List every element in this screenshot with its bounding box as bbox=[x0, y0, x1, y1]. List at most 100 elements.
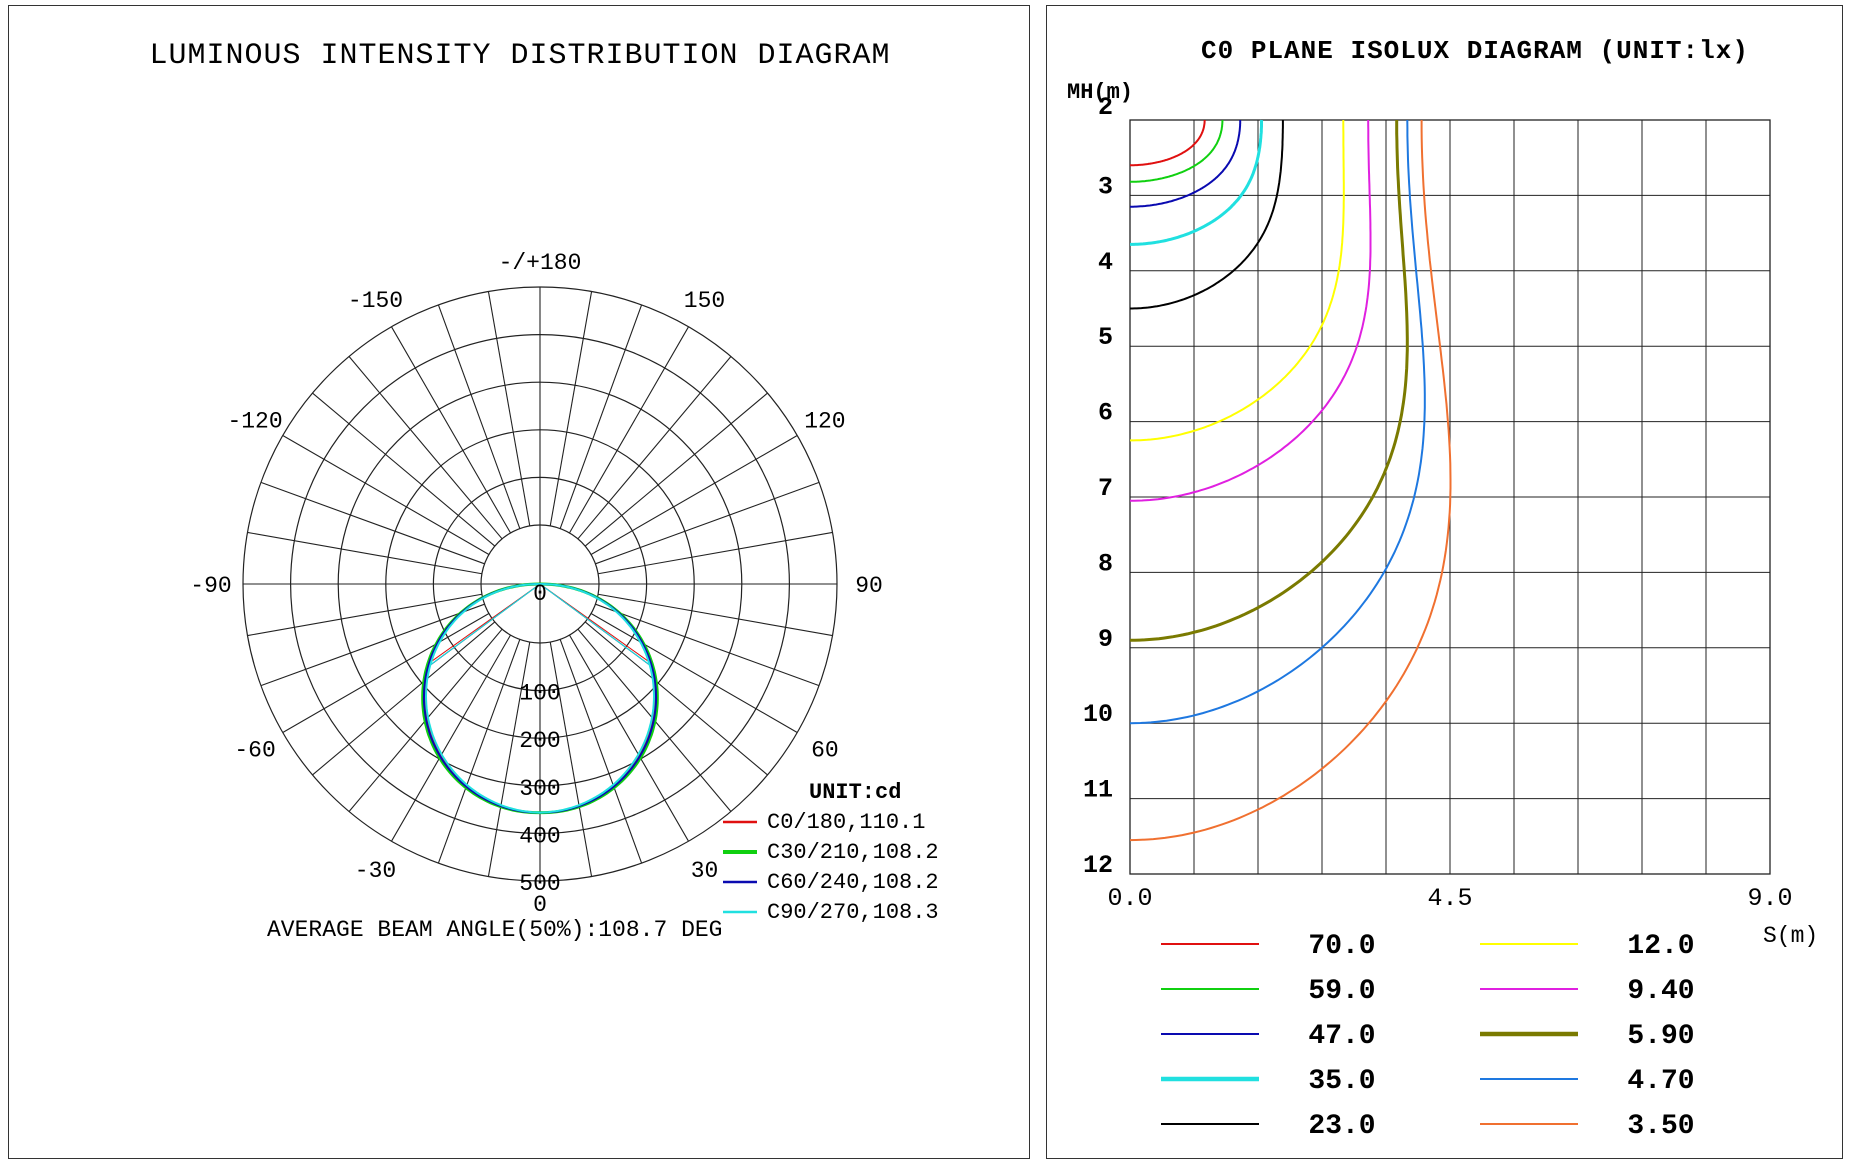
polar-spoke bbox=[577, 356, 732, 540]
polar-chart-panel: LUMINOUS INTENSITY DISTRIBUTION DIAGRAM … bbox=[8, 5, 1030, 1159]
polar-angle-label: -60 bbox=[234, 738, 275, 764]
isolux-legend-label: 12.0 bbox=[1627, 931, 1694, 962]
polar-radial-label: 400 bbox=[519, 823, 560, 849]
polar-angle-label: 30 bbox=[691, 858, 719, 884]
polar-angle-label: 120 bbox=[804, 409, 845, 435]
isolux-x-tick: 9.0 bbox=[1747, 884, 1792, 913]
isolux-curve bbox=[1130, 120, 1242, 208]
polar-spoke bbox=[312, 392, 496, 547]
polar-curves bbox=[421, 582, 659, 815]
isolux-curve bbox=[1130, 119, 1264, 246]
isolux-legend: 70.0 59.0 47.0 35.0 23.0 12.0 9.40 5.90 4.70 3.50 bbox=[1161, 931, 1695, 1142]
isolux-legend-label: 3.50 bbox=[1627, 1111, 1694, 1142]
polar-radial-label: 200 bbox=[519, 728, 560, 754]
isolux-chart: C0 PLANE ISOLUX DIAGRAM (UNIT:lx) MH(m) … bbox=[1067, 36, 1818, 1142]
isolux-curve bbox=[1129, 119, 1426, 725]
isolux-curve bbox=[1130, 120, 1284, 310]
isolux-legend-label: 47.0 bbox=[1308, 1021, 1375, 1052]
isolux-legend-label: 70.0 bbox=[1308, 931, 1375, 962]
polar-spoke bbox=[391, 326, 511, 534]
polar-angle-label: 90 bbox=[855, 573, 883, 599]
polar-spoke bbox=[569, 326, 689, 534]
polar-spoke bbox=[590, 435, 798, 555]
isolux-y-tick: 7 bbox=[1098, 474, 1113, 503]
polar-spoke bbox=[590, 613, 798, 733]
polar-angle-label: -90 bbox=[190, 573, 231, 599]
isolux-y-ticks: 2 3 4 5 6 7 8 9 10 11 12 bbox=[1083, 93, 1113, 880]
isolux-y-tick: 3 bbox=[1098, 172, 1113, 201]
isolux-legend-label: 59.0 bbox=[1308, 976, 1375, 1007]
isolux-y-tick: 5 bbox=[1098, 323, 1113, 352]
isolux-y-tick: 9 bbox=[1098, 625, 1113, 654]
isolux-curve bbox=[1130, 120, 1206, 167]
polar-radial-label: 100 bbox=[519, 681, 560, 707]
polar-spoke bbox=[391, 634, 511, 842]
polar-spoke bbox=[260, 481, 485, 565]
isolux-curve bbox=[1129, 120, 1372, 502]
polar-spoke bbox=[312, 621, 496, 776]
polar-spoke bbox=[598, 593, 833, 637]
polar-spoke bbox=[559, 304, 643, 529]
polar-angle-label: 150 bbox=[684, 288, 725, 314]
polar-spoke bbox=[549, 642, 593, 877]
polar-angle-label: -30 bbox=[355, 858, 396, 884]
polar-radial-label: 300 bbox=[519, 776, 560, 802]
isolux-curve bbox=[1130, 120, 1224, 183]
legend-label: C90/270,108.3 bbox=[767, 900, 939, 925]
isolux-curve bbox=[1130, 120, 1345, 442]
isolux-y-tick: 10 bbox=[1083, 700, 1113, 729]
polar-spoke bbox=[247, 593, 482, 637]
polar-spoke bbox=[487, 291, 531, 526]
polar-angle-label: -/+180 bbox=[499, 250, 582, 276]
isolux-legend-label: 23.0 bbox=[1308, 1111, 1375, 1142]
polar-radial-label: 0 bbox=[533, 581, 547, 607]
polar-angle-label: -150 bbox=[348, 288, 403, 314]
polar-legend: C0/180,110.1 C30/210,108.2 C60/240,108.2 C9… bbox=[723, 810, 939, 925]
isolux-title: C0 PLANE ISOLUX DIAGRAM (UNIT:lx) bbox=[1201, 36, 1749, 66]
isolux-chart-panel: C0 PLANE ISOLUX DIAGRAM (UNIT:lx) MH(m) … bbox=[1046, 5, 1843, 1159]
beam-angle-footer: AVERAGE BEAM ANGLE(50%):108.7 DEG bbox=[267, 917, 722, 943]
polar-curve bbox=[424, 583, 656, 814]
isolux-x-tick: 0.0 bbox=[1107, 884, 1152, 913]
isolux-y-tick: 4 bbox=[1098, 248, 1113, 277]
polar-spoke bbox=[348, 356, 503, 540]
polar-spoke bbox=[487, 642, 531, 877]
polar-radial-labels: 0 100 200 300 400 500 bbox=[519, 581, 560, 897]
polar-spoke bbox=[584, 392, 768, 547]
polar-angle-label: 60 bbox=[811, 738, 839, 764]
isolux-y-tick: 8 bbox=[1098, 549, 1113, 578]
isolux-y-tick: 12 bbox=[1083, 851, 1113, 880]
polar-spoke bbox=[569, 634, 689, 842]
polar-angle-label: 0 bbox=[533, 892, 547, 918]
polar-beam-line bbox=[539, 583, 650, 666]
polar-radial-label: 500 bbox=[519, 871, 560, 897]
unit-label: UNIT:cd bbox=[809, 780, 901, 805]
x-axis-label: S(m) bbox=[1763, 923, 1818, 949]
polar-beam-line bbox=[430, 583, 541, 666]
polar-chart: LUMINOUS INTENSITY DISTRIBUTION DIAGRAM … bbox=[149, 39, 939, 943]
isolux-y-tick: 2 bbox=[1098, 93, 1113, 122]
isolux-x-ticks: 0.0 4.5 9.0 bbox=[1107, 884, 1792, 913]
isolux-curve bbox=[1129, 120, 1452, 842]
y-axis-label: MH(m) bbox=[1067, 80, 1133, 105]
polar-spoke bbox=[247, 531, 482, 575]
polar-angle-labels: -/+180 150 -150 120 -120 90 -90 60 -60 30 -30 0 bbox=[190, 250, 883, 918]
isolux-legend-label: 4.70 bbox=[1627, 1066, 1694, 1097]
polar-spoke bbox=[559, 639, 643, 864]
legend-label: C0/180,110.1 bbox=[767, 810, 925, 835]
polar-spoke bbox=[260, 603, 485, 687]
isolux-curve bbox=[1129, 120, 1409, 642]
isolux-legend-label: 9.40 bbox=[1627, 976, 1694, 1007]
polar-spoke bbox=[598, 531, 833, 575]
isolux-x-tick: 4.5 bbox=[1427, 884, 1472, 913]
polar-title: LUMINOUS INTENSITY DISTRIBUTION DIAGRAM bbox=[149, 39, 890, 73]
polar-spoke bbox=[437, 639, 521, 864]
polar-spoke bbox=[549, 291, 593, 526]
isolux-curves bbox=[1129, 119, 1452, 842]
polar-spoke bbox=[282, 613, 490, 733]
polar-spoke bbox=[584, 621, 768, 776]
polar-spoke bbox=[595, 603, 820, 687]
isolux-legend-label: 35.0 bbox=[1308, 1066, 1375, 1097]
polar-spoke bbox=[282, 435, 490, 555]
isolux-legend-label: 5.90 bbox=[1627, 1021, 1694, 1052]
